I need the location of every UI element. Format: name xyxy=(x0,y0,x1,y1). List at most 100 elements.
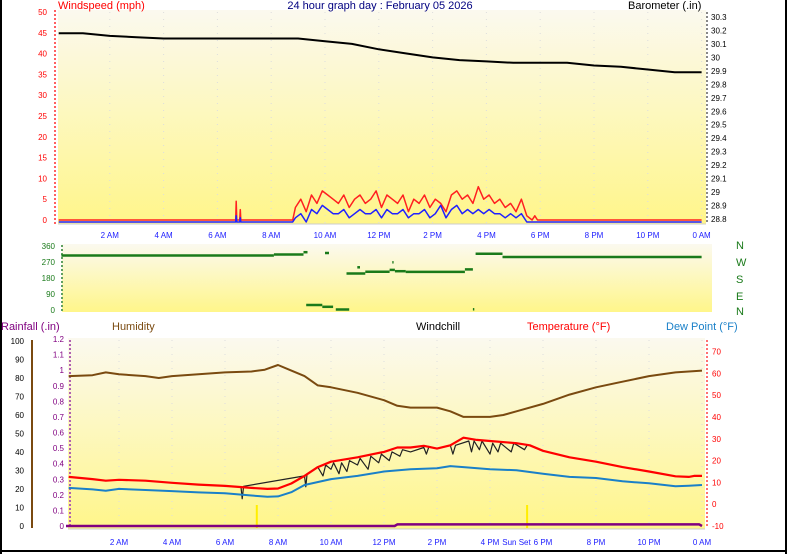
barometer-tick-label: 29.5 xyxy=(711,121,727,130)
windchill-line xyxy=(240,440,528,500)
x-tick-label-top: 12 PM xyxy=(367,231,390,240)
barometer-tick-label: 29.4 xyxy=(711,134,727,143)
barometer-tick-label: 29.1 xyxy=(711,175,727,184)
humidity-tick-label: 30 xyxy=(15,467,24,476)
windspeed-tick-label: 35 xyxy=(38,70,47,79)
barometer-tick-label: 28.9 xyxy=(711,202,727,211)
barometer-line xyxy=(58,32,702,74)
humidity-tick-label: 90 xyxy=(15,356,24,365)
temperature-line xyxy=(68,436,702,490)
x-tick-label-top: 2 PM xyxy=(423,231,442,240)
direction-plot-area xyxy=(62,244,712,312)
x-tick-label-bottom: 0 AM xyxy=(693,538,712,547)
dewpoint-line xyxy=(68,465,703,498)
x-tick-label-bottom: 6 PM xyxy=(534,538,553,547)
direction-tick-label: 0 xyxy=(51,306,56,315)
humidity-tick-label: 50 xyxy=(15,430,24,439)
humidity-tick-label: 40 xyxy=(15,448,24,457)
humidity-tick-label: 80 xyxy=(15,374,24,383)
x-tick-label-bottom: 6 AM xyxy=(216,538,235,547)
x-tick-label-bottom: 10 PM xyxy=(637,538,660,547)
x-tick-label-bottom: 12 PM xyxy=(372,538,395,547)
temperature-tick-label: 20 xyxy=(712,457,721,466)
windspeed-tick-label: 5 xyxy=(43,195,48,204)
windspeed-tick-label: 15 xyxy=(38,154,47,163)
humidity-line xyxy=(68,364,703,418)
graph-title: 24 hour graph day : February 05 2026 xyxy=(287,0,472,12)
x-tick-label-top: 8 AM xyxy=(262,231,281,240)
axes xyxy=(31,10,708,530)
windspeed-tick-label: 10 xyxy=(38,174,47,183)
windspeed-tick-label: 0 xyxy=(43,216,48,225)
barometer-tick-label: 29.2 xyxy=(711,161,727,170)
temperature-tick-label: 30 xyxy=(712,435,721,444)
rainfall-tick-label: 1.2 xyxy=(53,335,65,344)
barometer-axis-title: Barometer (.in) xyxy=(628,0,701,12)
x-tick-label-top: 0 AM xyxy=(692,231,711,240)
x-tick-label-bottom: 8 AM xyxy=(269,538,288,547)
compass-e: E xyxy=(736,291,743,303)
direction-tick-label: 180 xyxy=(42,274,56,283)
temperature-tick-label: 60 xyxy=(712,369,721,378)
direction-tick-label: 90 xyxy=(46,290,55,299)
windspeed-tick-label: 50 xyxy=(38,8,47,17)
rainfall-tick-label: 0.1 xyxy=(53,506,65,515)
rainfall-tick-label: 0.6 xyxy=(53,429,65,438)
windspeed-tick-label: 40 xyxy=(38,50,47,59)
x-tick-label-top: 8 PM xyxy=(585,231,604,240)
humidity-tick-label: 60 xyxy=(15,411,24,420)
barometer-tick-label: 29 xyxy=(711,188,720,197)
rainfall-tick-label: 0.5 xyxy=(53,444,65,453)
barometer-tick-label: 30 xyxy=(711,53,720,62)
x-tick-label-top: 2 AM xyxy=(101,231,120,240)
temperature-plot-area xyxy=(68,338,705,529)
barometer-tick-label: 30.1 xyxy=(711,40,727,49)
barometer-tick-label: 30.3 xyxy=(711,13,727,22)
humidity-tick-label: 10 xyxy=(15,504,24,513)
humidity-tick-label: 70 xyxy=(15,393,24,402)
rainfall-tick-label: 0.9 xyxy=(53,382,65,391)
compass-n-top: N xyxy=(736,240,744,252)
x-tick-label-top: 10 AM xyxy=(314,231,337,240)
windspeed-tick-label: 45 xyxy=(38,29,47,38)
temperature-tick-label: 10 xyxy=(712,478,721,487)
windspeed-tick-label: 30 xyxy=(38,91,47,100)
x-tick-label-top: 4 PM xyxy=(477,231,496,240)
rainfall-line xyxy=(66,523,703,528)
temperature-tick-label: 0 xyxy=(712,500,717,509)
grid xyxy=(109,12,703,527)
gust-line xyxy=(58,185,702,221)
legend-temperature: Temperature (°F) xyxy=(527,321,610,333)
barometer-tick-label: 29.6 xyxy=(711,107,727,116)
humidity-tick-label: 20 xyxy=(15,485,24,494)
x-tick-label-bottom: 4 PM xyxy=(481,538,500,547)
barometer-tick-label: 29.8 xyxy=(711,80,727,89)
direction-tick-label: 360 xyxy=(42,242,56,251)
x-tick-label-bottom: 8 PM xyxy=(587,538,606,547)
windspeed-axis-title: Windspeed (mph) xyxy=(58,0,145,12)
compass-s: S xyxy=(736,274,743,286)
legend-dewpoint: Dew Point (°F) xyxy=(666,321,738,333)
windspeed-tick-label: 20 xyxy=(38,133,47,142)
x-tick-label-top: 10 PM xyxy=(636,231,659,240)
windspeed-tick-label: 25 xyxy=(38,112,47,121)
temperature-tick-label: 50 xyxy=(712,391,721,400)
barometer-tick-label: 29.3 xyxy=(711,148,727,157)
rainfall-tick-label: 0 xyxy=(60,522,65,531)
barometer-tick-label: 28.8 xyxy=(711,215,727,224)
sunset-label: Sun Set xyxy=(502,538,531,547)
bottom-border xyxy=(0,550,787,552)
legend-humidity: Humidity xyxy=(112,321,155,333)
temperature-tick-label: 40 xyxy=(712,413,721,422)
rainfall-tick-label: 0.2 xyxy=(53,491,65,500)
series xyxy=(58,32,703,528)
rainfall-tick-label: 0.8 xyxy=(53,397,65,406)
direction-tick-label: 270 xyxy=(42,258,56,267)
humidity-tick-label: 0 xyxy=(20,522,25,531)
rainfall-tick-label: 1.1 xyxy=(53,351,65,360)
x-tick-label-top: 4 AM xyxy=(154,231,173,240)
compass-w: W xyxy=(736,257,747,269)
rainfall-tick-label: 0.7 xyxy=(53,413,65,422)
x-tick-label-bottom: 2 PM xyxy=(428,538,447,547)
